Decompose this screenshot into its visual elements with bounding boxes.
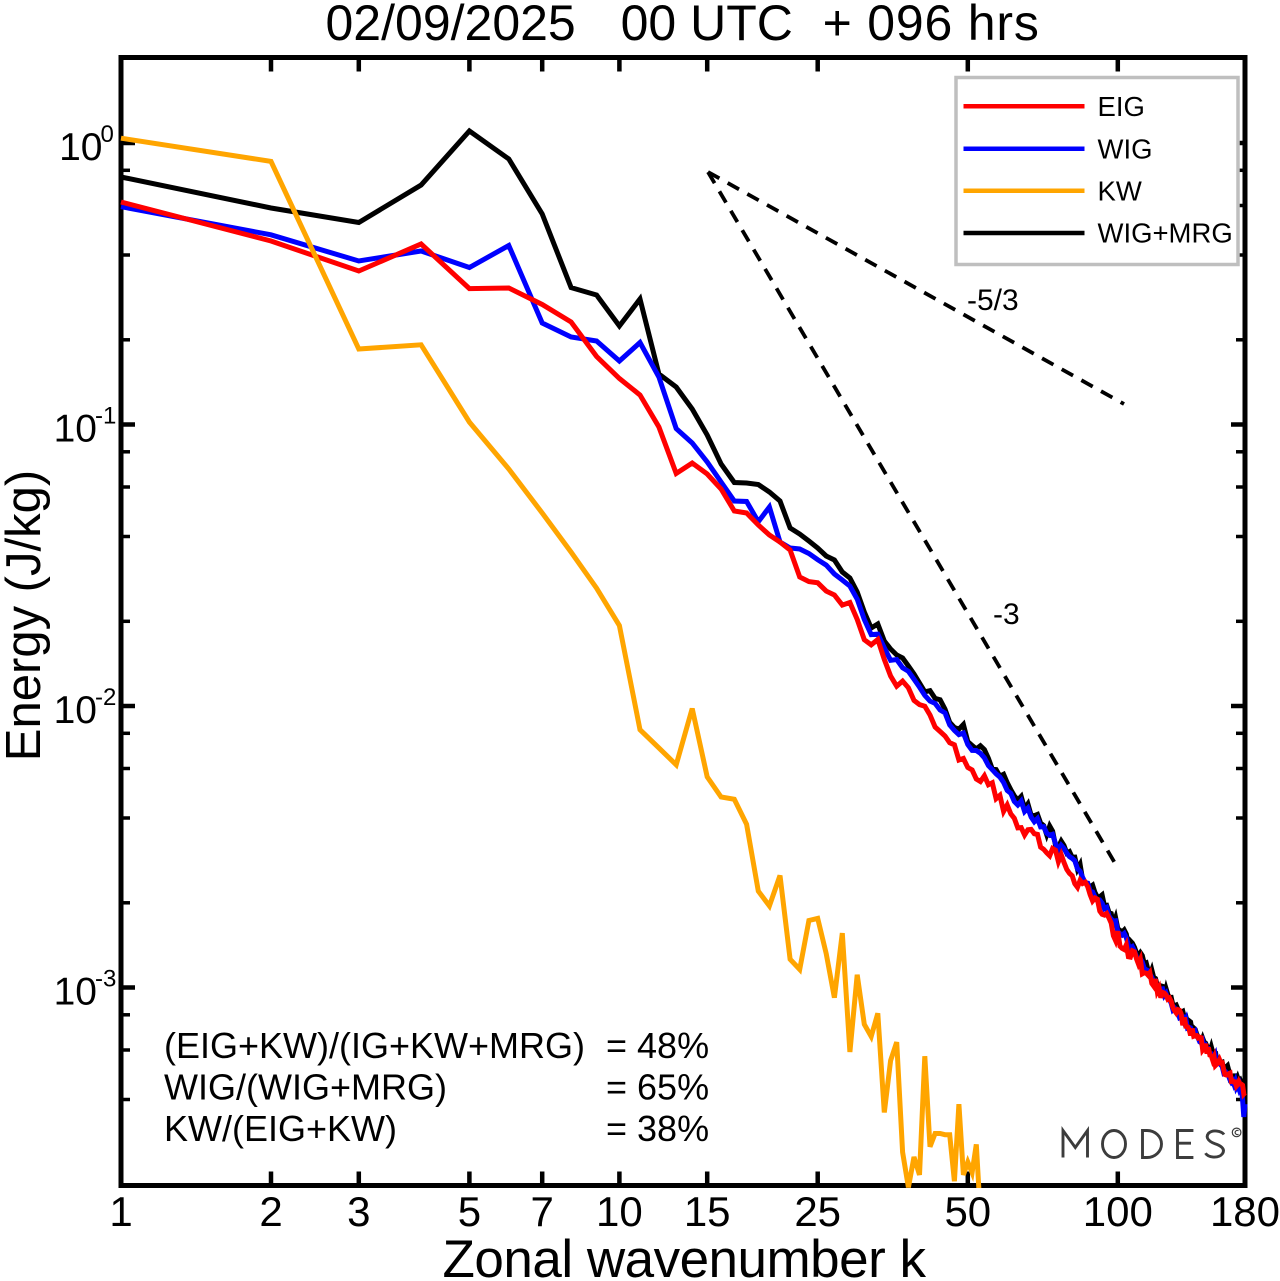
svg-text:+ 096 hrs: + 096 hrs (823, 0, 1040, 51)
svg-text:-3: -3 (95, 966, 116, 993)
svg-text:KW/(EIG+KW): KW/(EIG+KW) (164, 1108, 397, 1149)
svg-text:50: 50 (944, 1188, 991, 1235)
svg-text:5: 5 (458, 1188, 481, 1235)
svg-text:00 UTC: 00 UTC (621, 0, 793, 51)
svg-text:= 48%: = 48% (606, 1025, 709, 1066)
svg-text:Zonal wavenumber k: Zonal wavenumber k (443, 1230, 927, 1281)
svg-text:= 38%: = 38% (606, 1108, 709, 1149)
svg-text:WIG/(WIG+MRG): WIG/(WIG+MRG) (164, 1067, 447, 1108)
svg-text:02/09/2025: 02/09/2025 (326, 0, 576, 51)
svg-text:(EIG+KW)/(IG+KW+MRG): (EIG+KW)/(IG+KW+MRG) (164, 1025, 585, 1066)
svg-text:10: 10 (596, 1188, 643, 1235)
svg-text:15: 15 (684, 1188, 731, 1235)
svg-text:100: 100 (1083, 1188, 1153, 1235)
svg-text:3: 3 (347, 1188, 370, 1235)
svg-text:-1: -1 (95, 403, 116, 430)
svg-text:10: 10 (54, 689, 97, 732)
svg-text:EIG: EIG (1098, 91, 1145, 122)
svg-text:2: 2 (259, 1188, 282, 1235)
svg-text:1: 1 (109, 1188, 132, 1235)
svg-text:WIG: WIG (1098, 134, 1153, 165)
svg-text:KW: KW (1098, 176, 1142, 207)
svg-text:0: 0 (101, 121, 114, 148)
svg-text:10: 10 (59, 126, 102, 169)
svg-text:7: 7 (531, 1188, 554, 1235)
svg-text:= 65%: = 65% (606, 1067, 709, 1108)
svg-text:180: 180 (1210, 1188, 1280, 1235)
svg-text:10: 10 (54, 408, 97, 451)
svg-text:Energy (J/kg): Energy (J/kg) (0, 470, 51, 761)
svg-text:-2: -2 (95, 684, 116, 711)
svg-text:25: 25 (794, 1188, 841, 1235)
svg-text:WIG+MRG: WIG+MRG (1098, 218, 1233, 249)
svg-text:-3: -3 (993, 598, 1020, 631)
svg-text:10: 10 (54, 971, 97, 1014)
svg-text:-5/3: -5/3 (967, 284, 1019, 317)
